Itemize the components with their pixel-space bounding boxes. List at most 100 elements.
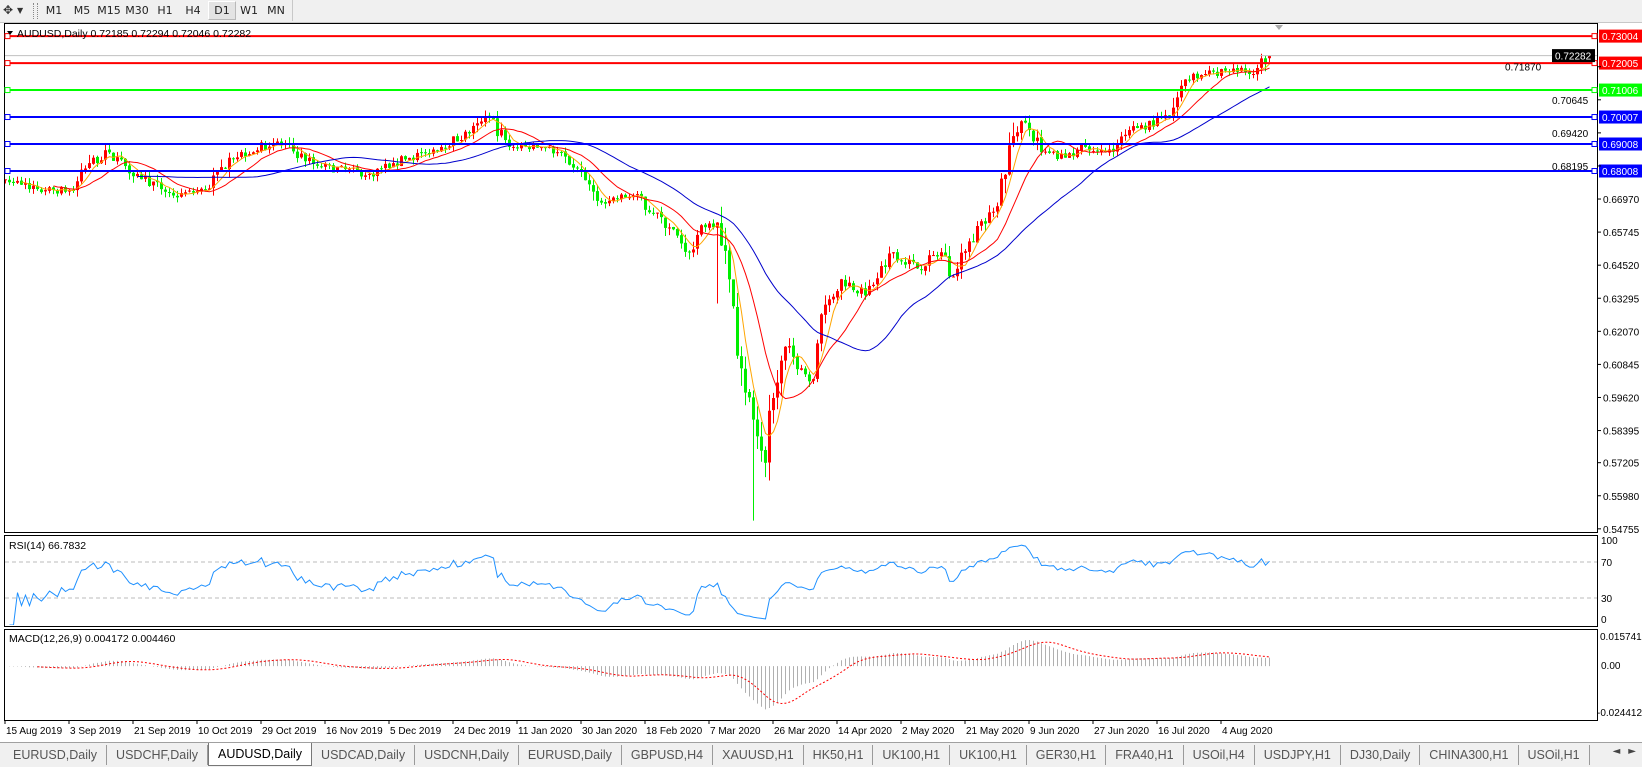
- date-axis: 15 Aug 2019 3 Sep 2019 21 Sep 2019 10 Oct 2…: [4, 720, 1273, 737]
- candle: [1184, 79, 1187, 87]
- chart-tab[interactable]: USOil,H1: [1519, 745, 1590, 765]
- crosshair-draw-icon[interactable]: ✥: [3, 3, 14, 17]
- level-handle-right[interactable]: [1591, 141, 1598, 147]
- chart-tab[interactable]: USDCAD,Daily: [312, 745, 416, 765]
- symbol-menu-triangle-icon[interactable]: [7, 31, 13, 35]
- candle: [900, 260, 903, 262]
- chart-tabs-bar: EURUSD,Daily USDCHF,Daily AUDUSD,Daily USDC…: [0, 742, 1642, 767]
- candle: [1224, 68, 1227, 71]
- chart-tab[interactable]: HK50,H1: [804, 745, 874, 765]
- level-handle-right[interactable]: [1591, 168, 1598, 174]
- candle: [448, 146, 451, 148]
- chart-tab[interactable]: DJ30,Daily: [1341, 745, 1421, 765]
- candle: [572, 164, 575, 168]
- candle: [864, 288, 867, 296]
- timeframe-button-mn[interactable]: MN: [267, 4, 285, 17]
- chart-tab[interactable]: AUDUSD,Daily: [208, 743, 313, 766]
- candle: [960, 252, 963, 270]
- candle: [188, 190, 191, 192]
- level-handle-right[interactable]: [1591, 33, 1598, 40]
- candle: [908, 259, 911, 265]
- chart-tab[interactable]: FRA40,H1: [1106, 745, 1184, 765]
- level-handle-left[interactable]: [4, 60, 11, 67]
- candle: [644, 196, 647, 210]
- tab-scroll-right-icon[interactable]: ►: [1628, 746, 1636, 757]
- candle: [1252, 74, 1255, 76]
- date-axis-label: 16 Nov 2019: [326, 726, 383, 737]
- candle: [1092, 151, 1095, 153]
- level-price-tag: [1599, 56, 1642, 70]
- macd-indicator: [9, 639, 1270, 710]
- candle: [432, 149, 435, 154]
- candle: [276, 141, 279, 144]
- rsi-line: [9, 544, 1270, 625]
- tab-scroll-left-icon[interactable]: ◄: [1612, 746, 1621, 757]
- chart-tab[interactable]: GBPUSD,H4: [622, 745, 714, 765]
- level-price-label: 0.71006: [1602, 86, 1639, 97]
- candle: [1056, 151, 1059, 160]
- chart-tab[interactable]: GER30,H1: [1027, 745, 1107, 765]
- timeframe-button-h1[interactable]: H1: [157, 4, 173, 17]
- chart-shift-marker-icon[interactable]: [1275, 25, 1283, 30]
- candle: [1036, 137, 1039, 142]
- level-price-tag: [1599, 29, 1642, 43]
- level-handle-right[interactable]: [1591, 87, 1598, 94]
- candle: [468, 132, 471, 134]
- candle: [744, 368, 747, 393]
- candle: [736, 306, 739, 356]
- candle: [1120, 136, 1123, 144]
- candle: [148, 176, 151, 186]
- candle: [1176, 97, 1179, 108]
- level-handle-left[interactable]: [4, 87, 11, 94]
- candle: [376, 168, 379, 176]
- date-axis-label: 11 Jan 2020: [518, 726, 573, 737]
- chart-tab[interactable]: EURUSD,Daily: [4, 745, 108, 765]
- candle: [712, 223, 715, 228]
- candle: [1032, 130, 1035, 142]
- candle: [176, 195, 179, 198]
- candle: [852, 283, 855, 291]
- level-handle-right[interactable]: [1591, 114, 1598, 121]
- chart-tab[interactable]: USDCHF,Daily: [107, 745, 208, 765]
- timeframe-button-m5[interactable]: M5: [73, 4, 91, 17]
- level-handle-left[interactable]: [4, 141, 11, 147]
- chart-tab[interactable]: USDCNH,Daily: [415, 745, 519, 765]
- candle: [752, 397, 755, 420]
- candle: [1132, 126, 1135, 131]
- candle: [44, 190, 47, 192]
- candle: [240, 152, 243, 157]
- candle: [992, 211, 995, 213]
- timeframe-button-m15[interactable]: M15: [97, 4, 121, 17]
- candle: [412, 157, 415, 161]
- chart-tab[interactable]: EURUSD,Daily: [519, 745, 622, 765]
- level-handle-left[interactable]: [4, 114, 11, 121]
- chart-tab[interactable]: XAUUSD,H1: [713, 745, 804, 765]
- chart-tab[interactable]: UK100,H1: [873, 745, 951, 765]
- candle: [1152, 120, 1155, 127]
- candle: [1192, 73, 1195, 81]
- level-handle-left[interactable]: [4, 33, 11, 40]
- candle: [164, 189, 167, 192]
- chart-tab[interactable]: UK100,H1: [950, 745, 1027, 765]
- timeframe-button-h4[interactable]: H4: [185, 4, 201, 17]
- chart-tab[interactable]: CHINA300,H1: [1420, 745, 1519, 765]
- candle: [316, 164, 319, 166]
- level-handle-left[interactable]: [4, 168, 11, 174]
- level-price-label: 0.72005: [1602, 59, 1639, 70]
- chart-tab[interactable]: USDJPY,H1: [1255, 745, 1341, 765]
- rsi-panel[interactable]: [4, 535, 1598, 627]
- chart-tab[interactable]: USOil,H4: [1184, 745, 1255, 765]
- candle: [60, 186, 63, 194]
- timeframe-button-m30[interactable]: M30: [125, 4, 149, 17]
- main-price-panel[interactable]: [4, 23, 1598, 533]
- candle: [796, 356, 799, 370]
- candle: [40, 189, 43, 193]
- candle: [916, 262, 919, 269]
- timeframe-button-d1[interactable]: D1: [208, 1, 236, 20]
- timeframe-button-w1[interactable]: W1: [240, 4, 258, 17]
- toolbar-grip[interactable]: [33, 3, 38, 19]
- candle: [500, 129, 503, 136]
- timeframe-button-m1[interactable]: M1: [45, 4, 63, 17]
- dropdown-arrow-icon[interactable]: ▼: [17, 6, 24, 15]
